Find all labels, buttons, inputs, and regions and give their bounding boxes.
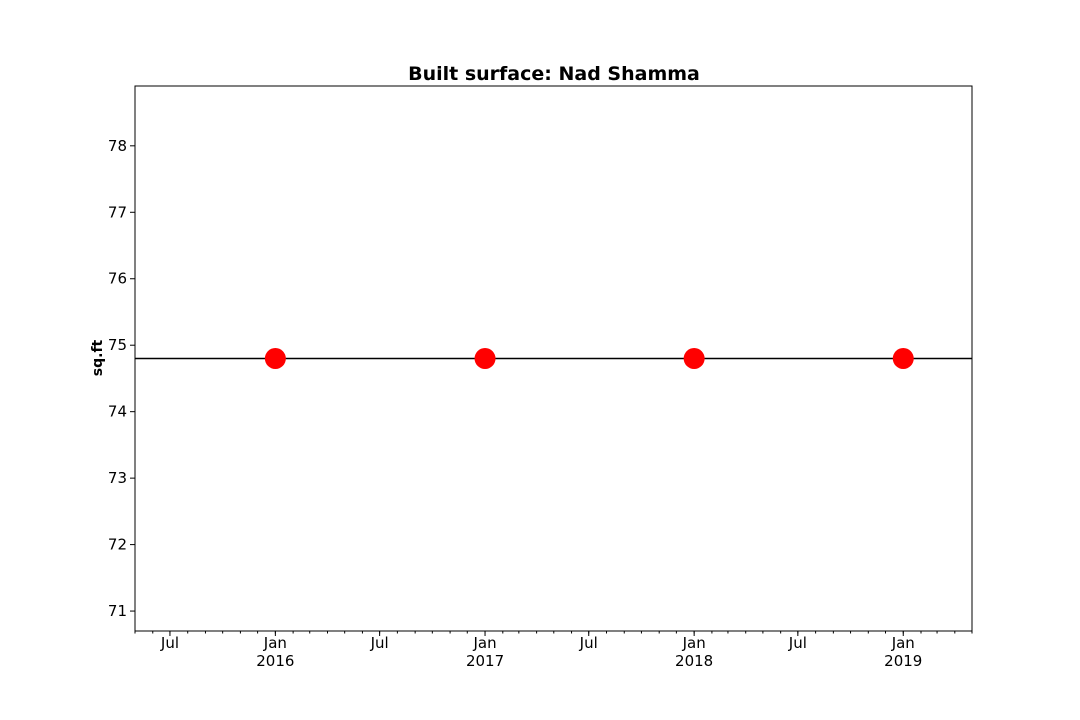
- x-tick-label: Jul: [788, 634, 807, 652]
- y-tick-label: 73: [108, 469, 127, 487]
- y-tick-label: 78: [108, 137, 127, 155]
- y-tick-label: 76: [108, 270, 127, 288]
- x-tick-label: Jan: [263, 634, 287, 652]
- y-axis-label: sq.ft: [90, 339, 106, 376]
- y-tick-label: 72: [108, 536, 127, 554]
- x-tick-year-label: 2018: [675, 652, 713, 670]
- data-point: [474, 348, 496, 369]
- x-tick-label: Jul: [579, 634, 598, 652]
- chart-title: Built surface: Nad Shamma: [408, 63, 700, 85]
- x-tick-label: Jan: [682, 634, 706, 652]
- data-point: [892, 348, 914, 369]
- x-tick-label: Jul: [160, 634, 179, 652]
- x-tick-year-label: 2016: [256, 652, 294, 670]
- x-tick-year-label: 2019: [884, 652, 922, 670]
- data-point: [264, 348, 286, 369]
- y-tick-label: 75: [108, 336, 127, 354]
- x-tick-label: Jan: [472, 634, 496, 652]
- data-point: [683, 348, 705, 369]
- x-tick-label: Jul: [370, 634, 389, 652]
- y-tick-label: 71: [108, 602, 127, 620]
- y-tick-label: 74: [108, 403, 127, 421]
- x-tick-label: Jan: [891, 634, 915, 652]
- x-tick-year-label: 2017: [466, 652, 504, 670]
- y-tick-label: 77: [108, 203, 127, 221]
